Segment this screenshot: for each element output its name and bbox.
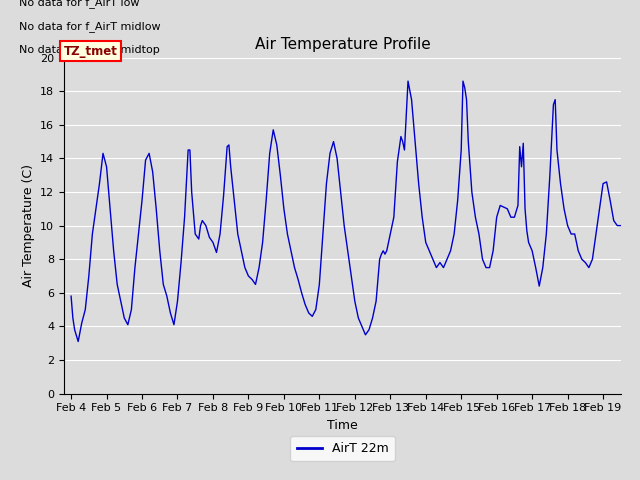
Y-axis label: Air Temperature (C): Air Temperature (C) — [22, 164, 35, 287]
Text: No data for f_AirT midlow: No data for f_AirT midlow — [19, 21, 161, 32]
Title: Air Temperature Profile: Air Temperature Profile — [255, 37, 430, 52]
Text: TZ_tmet: TZ_tmet — [64, 45, 118, 58]
X-axis label: Time: Time — [327, 419, 358, 432]
Legend: AirT 22m: AirT 22m — [291, 436, 394, 461]
Text: No data for f_AirT midtop: No data for f_AirT midtop — [19, 44, 160, 55]
Text: No data for f_AirT low: No data for f_AirT low — [19, 0, 140, 8]
